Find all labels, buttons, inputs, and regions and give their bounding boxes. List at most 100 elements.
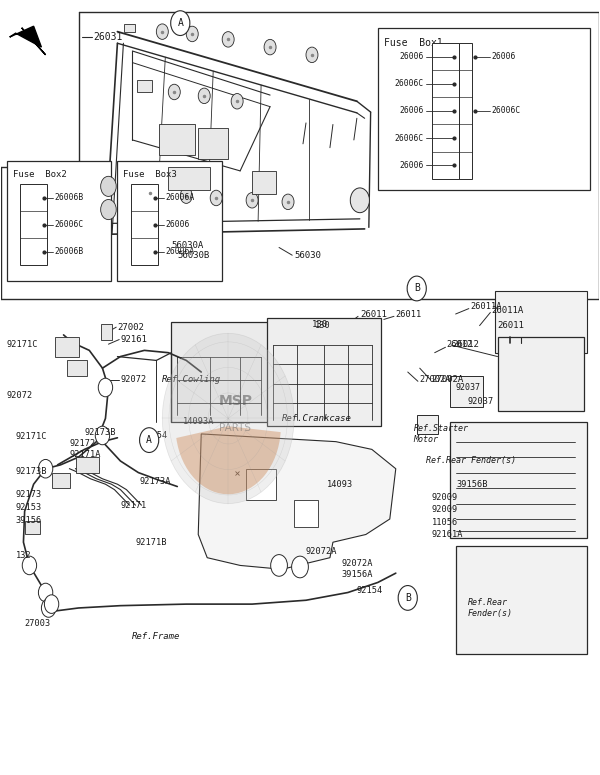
Text: 26006A: 26006A <box>166 247 194 257</box>
Text: 26006: 26006 <box>400 160 424 170</box>
Text: 130: 130 <box>315 321 331 330</box>
Text: 14093: 14093 <box>327 480 353 489</box>
Circle shape <box>198 88 210 104</box>
Text: 39156: 39156 <box>16 516 42 525</box>
Bar <box>458 43 472 178</box>
Text: MSP: MSP <box>218 394 253 408</box>
Circle shape <box>282 194 294 209</box>
Bar <box>55 337 79 356</box>
Circle shape <box>157 24 169 40</box>
Bar <box>131 184 158 265</box>
Circle shape <box>292 556 308 578</box>
Text: 92161: 92161 <box>121 335 147 344</box>
Text: 132: 132 <box>16 551 31 560</box>
Wedge shape <box>176 426 281 494</box>
Text: 92173B: 92173B <box>16 467 47 476</box>
Polygon shape <box>22 28 46 55</box>
Text: Ref.Rear Fender(s): Ref.Rear Fender(s) <box>426 456 516 466</box>
Text: 56030: 56030 <box>294 251 321 260</box>
Bar <box>267 318 381 426</box>
Text: Ref.Frame: Ref.Frame <box>133 632 181 641</box>
Text: 39156A: 39156A <box>342 570 373 579</box>
Bar <box>497 337 584 411</box>
Text: Ref.Crankcase: Ref.Crankcase <box>282 414 352 423</box>
Text: 26006B: 26006B <box>55 247 84 257</box>
Text: 39156B: 39156B <box>457 480 488 490</box>
Text: 92173A: 92173A <box>140 477 171 487</box>
Circle shape <box>246 192 258 208</box>
Text: 27002A: 27002A <box>431 375 464 384</box>
Bar <box>198 129 228 160</box>
Text: 92171: 92171 <box>121 501 146 510</box>
Text: B: B <box>414 284 419 294</box>
Circle shape <box>98 378 113 397</box>
Bar <box>25 521 40 535</box>
Text: A: A <box>146 435 152 445</box>
Text: 26011: 26011 <box>360 309 387 319</box>
Text: 130: 130 <box>312 319 328 329</box>
Bar <box>252 171 276 194</box>
Text: 26006C: 26006C <box>55 220 84 229</box>
Text: Fuse  Box3: Fuse Box3 <box>124 170 177 179</box>
Circle shape <box>22 556 37 575</box>
Text: 14093A: 14093A <box>183 417 215 426</box>
Text: 92072: 92072 <box>7 391 33 400</box>
Bar <box>101 324 112 339</box>
Text: 56030A: 56030A <box>171 241 203 250</box>
Circle shape <box>38 460 53 478</box>
Bar <box>137 80 152 91</box>
Circle shape <box>101 176 116 196</box>
Text: 92072A: 92072A <box>342 560 373 568</box>
Circle shape <box>95 426 110 445</box>
Bar <box>494 291 587 353</box>
Circle shape <box>170 11 190 36</box>
Circle shape <box>350 188 370 212</box>
Bar <box>7 161 112 281</box>
Text: Ref.Rear
Fender(s): Ref.Rear Fender(s) <box>467 598 512 618</box>
Circle shape <box>407 276 427 301</box>
Text: 92154: 92154 <box>142 431 167 440</box>
Text: 26006C: 26006C <box>395 133 424 143</box>
Text: 92173: 92173 <box>16 490 42 499</box>
Text: 11056: 11056 <box>431 518 458 526</box>
Text: 26006A: 26006A <box>166 193 194 202</box>
Text: 26011: 26011 <box>396 309 422 319</box>
Text: Ref.Starter
Motor: Ref.Starter Motor <box>414 424 469 443</box>
Text: 26006: 26006 <box>491 52 516 61</box>
Circle shape <box>44 595 59 613</box>
Text: 26006: 26006 <box>400 52 424 61</box>
Text: 92009: 92009 <box>431 505 458 515</box>
Bar <box>76 457 100 473</box>
Bar <box>417 415 437 434</box>
Bar <box>160 125 195 156</box>
Text: 92171C: 92171C <box>7 340 38 350</box>
Text: 92173B: 92173B <box>85 428 116 437</box>
Text: B: B <box>405 593 410 603</box>
Text: 26006: 26006 <box>166 220 190 229</box>
Circle shape <box>231 94 243 109</box>
Bar <box>20 184 47 265</box>
Bar <box>431 43 458 178</box>
Text: 27003: 27003 <box>25 619 51 628</box>
Bar <box>169 167 210 190</box>
Text: Fuse  Box2: Fuse Box2 <box>13 170 67 179</box>
Circle shape <box>140 428 159 453</box>
Text: 92153: 92153 <box>16 503 42 512</box>
Polygon shape <box>10 26 41 47</box>
Text: 92161A: 92161A <box>431 530 463 539</box>
Circle shape <box>306 47 318 63</box>
Bar <box>449 422 587 539</box>
Text: 92009: 92009 <box>431 493 458 502</box>
Text: 92037: 92037 <box>467 397 494 406</box>
Circle shape <box>38 584 53 602</box>
Bar <box>246 469 276 500</box>
Bar <box>294 500 318 527</box>
Text: 92072A: 92072A <box>306 547 337 556</box>
Text: 27002: 27002 <box>118 322 144 332</box>
Circle shape <box>210 190 222 205</box>
Text: PARTS: PARTS <box>220 422 251 432</box>
Polygon shape <box>198 434 396 570</box>
Text: 26012: 26012 <box>452 340 479 350</box>
Circle shape <box>398 586 418 610</box>
Circle shape <box>41 599 56 617</box>
